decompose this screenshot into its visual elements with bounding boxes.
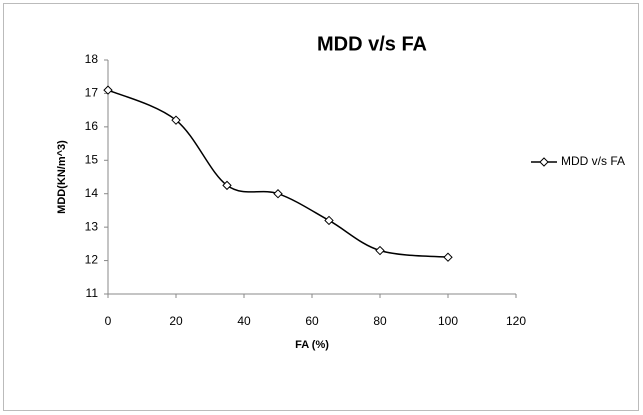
y-tick-label: 12 (85, 253, 99, 267)
x-tick-label: 100 (438, 314, 458, 328)
legend-marker (539, 157, 549, 167)
y-tick-label: 18 (85, 52, 99, 66)
y-tick-label: 15 (85, 152, 99, 166)
x-tick-label: 80 (373, 314, 387, 328)
marker (222, 180, 232, 191)
marker (171, 115, 181, 125)
y-tick-label: 11 (86, 286, 99, 300)
y-tick-label: 17 (85, 86, 99, 100)
x-tick-label: 0 (105, 314, 112, 328)
marker (103, 85, 113, 95)
chart-border (3, 3, 639, 411)
marker (443, 252, 453, 262)
marker (273, 189, 283, 199)
x-axis-label: FA (%) (295, 339, 329, 351)
chart-title: MDD v/s FA (317, 33, 427, 55)
x-tick-label: 120 (506, 314, 526, 328)
x-tick-label: 60 (305, 314, 319, 328)
marker (324, 215, 334, 226)
legend-label: MDD v/s FA (561, 154, 625, 168)
y-tick-label: 13 (85, 219, 99, 233)
y-tick-label: 16 (85, 119, 99, 133)
y-tick-label: 14 (85, 186, 99, 200)
x-tick-label: 20 (169, 314, 183, 328)
y-axis-label: MDD(KN/m^3) (56, 140, 68, 214)
marker (375, 245, 385, 256)
x-tick-label: 40 (237, 314, 251, 328)
